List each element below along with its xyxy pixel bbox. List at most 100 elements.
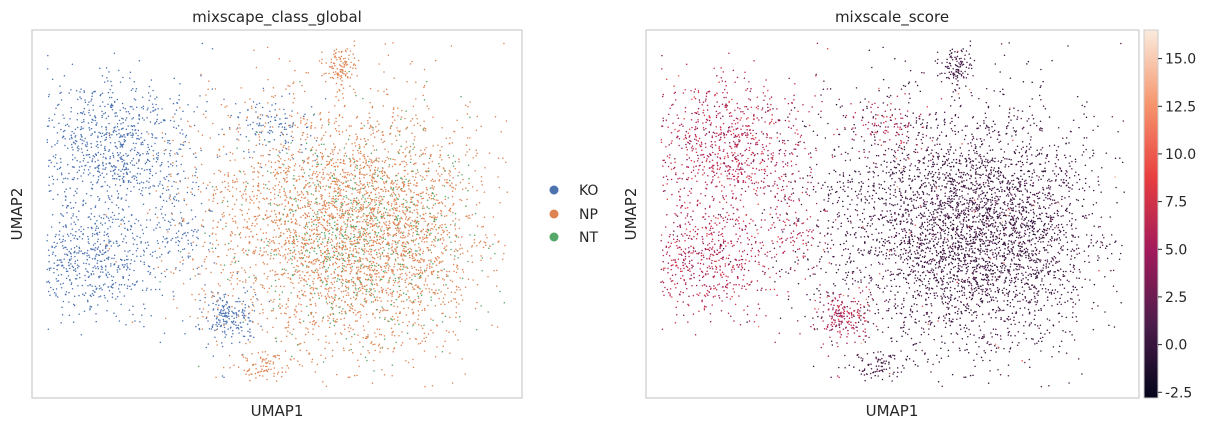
point-np [369,269,371,271]
point-ko [100,144,102,146]
point-np [440,303,442,306]
point-ko [273,139,276,141]
point-np [340,162,342,164]
point-np [327,179,329,181]
point-np [282,146,285,149]
point-np [371,174,374,176]
point-ko [238,332,240,334]
point-nt [382,270,385,273]
point-ko [145,186,147,189]
point-np [341,71,343,73]
point-ko [90,142,92,145]
point-nt [309,149,312,152]
point-nt [375,149,378,151]
point-np [360,187,362,189]
point-np [406,163,408,166]
point-ko [242,300,245,303]
point-np [382,246,384,249]
point-ko [82,160,85,162]
point-ko [192,153,195,155]
point-nt [374,290,376,292]
point-np [345,287,348,289]
point-ko [265,144,267,147]
point-ko [74,270,77,272]
point-nt [318,297,321,300]
point-np [284,248,287,251]
point-ko [118,169,120,171]
point-np [369,116,371,119]
point-np [299,342,302,345]
point-np [390,327,393,329]
point-np [266,216,269,219]
point-ko [62,130,65,133]
point-nt [343,196,345,198]
point-np [272,326,274,329]
point-np [406,207,408,210]
point-np [330,66,332,68]
point-np [399,236,402,238]
point-np [342,296,345,298]
point-nt [390,125,393,127]
point-np [397,276,400,279]
point-ko [305,148,307,150]
point-np [468,182,470,184]
point-ko [87,235,89,238]
point-ko [130,225,132,227]
point-nt [401,232,404,234]
point-np [348,281,350,283]
point-np [373,269,375,272]
point-ko [190,242,192,245]
point-np [315,312,317,314]
point-np [260,303,263,306]
point-nt [388,244,390,246]
point-ko [141,289,144,292]
point-ko [76,264,79,266]
point-np [365,313,368,316]
point-np [239,231,242,234]
point-np [352,153,354,156]
point-np [320,242,322,245]
point-ko [241,314,244,316]
point-np [287,84,289,87]
point-np [284,242,287,245]
point-np [239,236,242,239]
point-ko [207,248,210,251]
point-np [265,250,267,253]
point-np [352,296,355,299]
point-ko [81,142,84,145]
point-np [324,237,326,240]
point-np [301,192,303,194]
point-np [411,308,413,311]
point-np [260,365,262,367]
point-np [306,136,309,138]
point-np [244,319,247,321]
point-ko [142,303,145,305]
point-ko [107,235,110,238]
point-np [435,289,437,291]
point-np [319,113,321,116]
point-nt [336,192,339,194]
point-np [319,267,321,269]
point-np [342,290,345,292]
point-ko [227,328,229,330]
point-ko [60,128,62,131]
point-np [405,359,407,362]
point-np [428,291,431,293]
point-np [244,314,247,317]
point-nt [267,141,270,143]
point-ko [138,115,140,117]
point-np [404,236,407,238]
point-np [394,323,396,326]
point-nt [304,250,307,252]
point-nt [352,188,354,190]
point-np [229,159,231,162]
point-ko [209,210,212,212]
point-ko [89,309,91,311]
point-np [351,240,353,243]
point-np [345,294,348,297]
point-np [356,277,358,280]
point-nt [326,283,328,285]
point-np [285,303,288,305]
point-np [282,273,285,275]
point-ko [283,108,285,111]
